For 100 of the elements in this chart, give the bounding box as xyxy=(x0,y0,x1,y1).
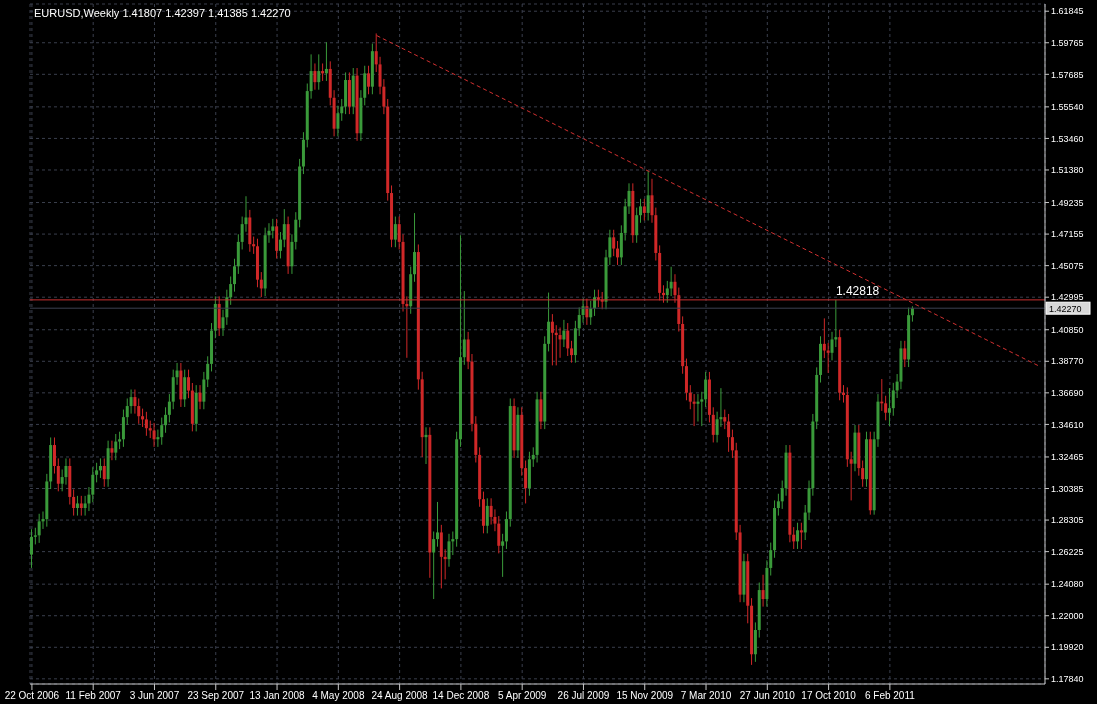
y-tick-label: 1.42995 xyxy=(1051,292,1084,303)
candlestick xyxy=(903,340,907,368)
candlestick xyxy=(259,271,263,298)
y-tick-label: 1.47155 xyxy=(1051,229,1084,240)
candlestick xyxy=(317,53,321,91)
candlestick xyxy=(485,497,489,534)
candlestick xyxy=(413,212,417,283)
candlestick xyxy=(570,340,574,364)
candlestick xyxy=(562,319,566,348)
candlestick xyxy=(635,207,639,244)
candlestick xyxy=(524,460,528,504)
candlestick xyxy=(152,422,156,448)
y-tick-label: 1.26225 xyxy=(1051,546,1084,557)
candlestick xyxy=(367,65,371,95)
candlestick xyxy=(501,533,505,578)
candlestick xyxy=(271,218,275,239)
candlestick xyxy=(727,413,731,453)
y-tick-label: 1.49235 xyxy=(1051,197,1084,208)
candlestick xyxy=(887,387,891,427)
candlestick xyxy=(393,216,397,248)
candlestick xyxy=(164,406,168,434)
candlestick xyxy=(233,258,236,293)
x-tick-label: 22 Oct 2006 xyxy=(4,690,60,702)
candlestick xyxy=(79,495,83,517)
y-tick-label: 1.45075 xyxy=(1051,260,1084,271)
candlestick xyxy=(75,495,79,517)
candlestick xyxy=(550,313,554,366)
x-tick-label: 15 Nov 2009 xyxy=(616,690,674,702)
candlestick xyxy=(822,317,826,359)
candlestick xyxy=(183,369,187,408)
candlestick xyxy=(141,408,145,428)
y-tick-label: 1.55540 xyxy=(1051,102,1084,113)
x-tick-label: 3 Jun 2007 xyxy=(129,690,180,702)
candlestick xyxy=(696,393,700,423)
y-tick-label: 1.57685 xyxy=(1051,69,1084,80)
candlestick xyxy=(761,574,765,608)
x-tick-label: 7 Mar 2010 xyxy=(680,690,732,702)
y-tick-label: 1.61845 xyxy=(1051,6,1084,17)
candlestick xyxy=(282,208,286,248)
x-tick-label: 14 Dec 2008 xyxy=(432,690,490,702)
x-tick-label: 11 Feb 2007 xyxy=(65,690,122,702)
candlestick xyxy=(198,384,202,410)
candlestick xyxy=(114,433,118,461)
ref-line-label: 1.42270 xyxy=(1049,304,1082,315)
candlestick xyxy=(336,105,340,137)
candlestick xyxy=(160,417,164,446)
candlestick xyxy=(37,513,41,544)
candlestick xyxy=(167,393,171,423)
candlestick xyxy=(462,290,466,366)
y-tick-label: 1.53460 xyxy=(1051,133,1084,144)
x-tick-label: 23 Sep 2007 xyxy=(187,690,245,702)
x-tick-label: 6 Feb 2011 xyxy=(864,690,916,702)
candlestick xyxy=(98,457,102,479)
y-tick-label: 1.30385 xyxy=(1051,483,1084,494)
candlestick xyxy=(884,395,888,421)
candlestick xyxy=(558,326,562,359)
candlestick xyxy=(704,371,708,408)
candlestick xyxy=(616,240,620,266)
candlestick xyxy=(646,170,650,221)
candlestick xyxy=(156,429,160,448)
y-tick-label: 1.36690 xyxy=(1051,388,1084,399)
candlestick xyxy=(313,62,317,91)
candlestick xyxy=(669,266,673,297)
candlestick xyxy=(861,460,865,488)
candlestick xyxy=(504,511,508,550)
candlestick xyxy=(711,406,715,443)
candlestick xyxy=(776,493,780,517)
x-tick-label: 13 Jan 2008 xyxy=(249,690,305,702)
candlestick xyxy=(436,501,439,548)
candlestick xyxy=(133,389,137,415)
y-tick-label: 1.24080 xyxy=(1051,579,1084,590)
candlestick xyxy=(700,391,704,427)
y-tick-label: 1.34610 xyxy=(1051,419,1084,430)
x-tick-label: 26 Jul 2009 xyxy=(557,690,610,702)
candlestick xyxy=(72,488,76,517)
y-tick-label: 1.32465 xyxy=(1051,452,1084,463)
candlestick xyxy=(639,198,642,224)
candlestick xyxy=(612,229,616,257)
y-tick-label: 1.28305 xyxy=(1051,515,1084,526)
candlestick xyxy=(730,429,734,459)
candlestick xyxy=(56,457,60,492)
candlestick xyxy=(642,198,646,221)
x-tick-label: 17 Oct 2010 xyxy=(801,690,857,702)
candlestick xyxy=(95,462,99,483)
x-tick-label: 5 Apr 2009 xyxy=(497,690,547,702)
candlestick xyxy=(566,322,570,357)
x-tick-label: 24 Aug 2008 xyxy=(371,690,429,702)
candlestick xyxy=(52,436,56,475)
y-tick-label: 1.38770 xyxy=(1051,356,1084,367)
candlestick xyxy=(796,522,800,550)
candlestick xyxy=(723,409,727,430)
candlestick xyxy=(144,411,148,437)
y-tick-label: 1.22000 xyxy=(1051,610,1084,621)
chart-title: EURUSD,Weekly 1.41807 1.42397 1.41385 1.42270 xyxy=(34,7,291,19)
candlestick xyxy=(849,451,853,501)
candlestick xyxy=(432,531,436,600)
y-tick-label: 1.19920 xyxy=(1051,642,1084,653)
candlestick xyxy=(447,533,451,568)
candlestick xyxy=(692,393,696,427)
candlestick xyxy=(539,391,543,430)
